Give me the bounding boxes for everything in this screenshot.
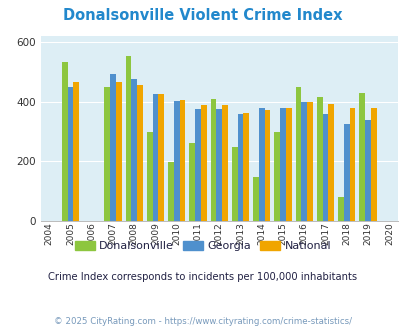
Bar <box>158 93 164 221</box>
Bar <box>62 62 67 221</box>
Bar <box>358 93 364 221</box>
Bar <box>316 97 322 221</box>
Bar <box>364 120 370 221</box>
Text: Donalsonville Violent Crime Index: Donalsonville Violent Crime Index <box>63 8 342 23</box>
Bar <box>179 100 185 221</box>
Bar <box>125 56 131 221</box>
Bar <box>110 74 115 221</box>
Legend: Donalsonville, Georgia, National: Donalsonville, Georgia, National <box>70 237 335 256</box>
Bar <box>137 84 143 221</box>
Text: © 2025 CityRating.com - https://www.cityrating.com/crime-statistics/: © 2025 CityRating.com - https://www.city… <box>54 317 351 326</box>
Bar <box>189 143 195 221</box>
Bar <box>237 115 243 221</box>
Bar <box>279 108 285 221</box>
Bar <box>216 109 222 221</box>
Bar <box>274 132 279 221</box>
Bar <box>349 108 354 221</box>
Bar <box>337 197 343 221</box>
Bar <box>322 115 328 221</box>
Bar <box>152 94 158 221</box>
Bar <box>328 104 333 221</box>
Bar <box>243 113 249 221</box>
Bar <box>222 106 227 221</box>
Bar <box>200 106 206 221</box>
Bar <box>67 87 73 221</box>
Bar <box>370 108 376 221</box>
Bar <box>147 132 152 221</box>
Bar <box>264 110 270 221</box>
Text: Crime Index corresponds to incidents per 100,000 inhabitants: Crime Index corresponds to incidents per… <box>48 272 357 282</box>
Bar <box>253 177 258 221</box>
Bar <box>168 162 173 221</box>
Bar <box>307 103 312 221</box>
Bar <box>73 82 79 221</box>
Bar <box>343 124 349 221</box>
Bar <box>173 101 179 221</box>
Bar <box>285 108 291 221</box>
Bar <box>210 99 216 221</box>
Bar <box>115 82 121 221</box>
Bar <box>231 147 237 221</box>
Bar <box>131 79 137 221</box>
Bar <box>301 102 307 221</box>
Bar <box>295 87 301 221</box>
Bar <box>195 109 200 221</box>
Bar <box>104 87 110 221</box>
Bar <box>258 109 264 221</box>
